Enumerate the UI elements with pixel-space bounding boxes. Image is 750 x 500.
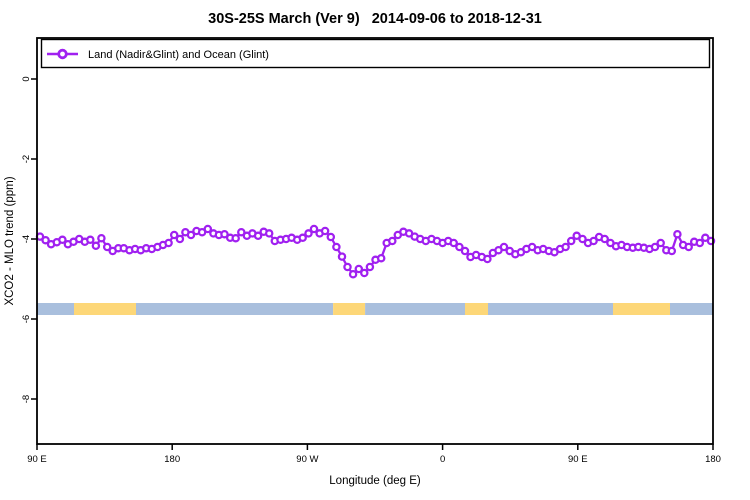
data-point	[326, 232, 336, 242]
data-point	[376, 253, 386, 263]
data-point	[253, 231, 263, 241]
data-point	[600, 234, 609, 244]
data-point	[231, 233, 240, 243]
data-point	[91, 241, 101, 251]
y-tick-label: 0	[21, 76, 32, 81]
data-point	[455, 242, 464, 252]
data-point	[673, 229, 682, 239]
legend-label: Land (Nadir&Glint) and Ocean (Glint)	[88, 49, 269, 61]
data-point	[483, 254, 492, 264]
x-tick-label: 90 E	[27, 454, 47, 465]
x-tick-label: 180	[164, 454, 180, 465]
data-point	[578, 234, 587, 244]
y-tick-label: -6	[21, 315, 32, 323]
data-point	[650, 242, 660, 252]
data-point	[589, 236, 598, 246]
data-point	[561, 242, 570, 252]
data-point	[186, 230, 196, 240]
data-point	[449, 238, 458, 248]
band-segment-ocean	[670, 303, 713, 315]
data-point	[102, 242, 112, 252]
y-tick-label: -4	[21, 235, 32, 243]
x-tick-label: 180	[705, 454, 721, 465]
data-point	[388, 236, 397, 246]
data-point	[309, 224, 319, 234]
data-point	[175, 234, 185, 244]
y-tick-label: -8	[21, 395, 32, 403]
x-tick-label: 90 E	[568, 454, 588, 465]
data-point	[264, 229, 274, 238]
data-point	[365, 262, 375, 272]
plot-border	[36, 37, 714, 445]
legend: Land (Nadir&Glint) and Ocean (Glint)	[40, 38, 711, 69]
data-point	[203, 224, 213, 234]
band-segment-ocean	[136, 303, 334, 315]
data-point	[320, 226, 330, 236]
data-point	[298, 233, 307, 243]
data-point	[684, 242, 693, 252]
data-point	[354, 264, 364, 274]
chart-title: 30S-25S March (Ver 9) 2014-09-06 to 2018…	[208, 11, 542, 27]
data-point	[348, 269, 358, 279]
band-segment-ocean	[488, 303, 613, 315]
x-axis-ticks: 90 E 180 90 W 0 90 E 180	[27, 444, 721, 465]
data-point	[656, 238, 665, 248]
data-series	[35, 224, 716, 279]
band-segment-land	[333, 303, 366, 315]
band-segment-land	[613, 303, 671, 315]
data-point	[343, 262, 352, 272]
band-segment-ocean	[365, 303, 465, 315]
x-axis-title: Longitude (deg E)	[329, 475, 421, 487]
data-point	[667, 246, 677, 256]
data-point	[566, 236, 576, 246]
y-tick-label: -2	[21, 155, 32, 163]
data-point	[237, 227, 246, 237]
legend-box	[40, 38, 711, 69]
data-point	[360, 268, 369, 278]
band-segment-land	[74, 303, 136, 315]
band-segment-ocean	[37, 303, 74, 315]
data-point	[164, 238, 173, 248]
x-tick-label: 90 W	[296, 454, 318, 465]
data-point	[460, 246, 470, 256]
data-point	[86, 235, 95, 245]
data-point	[58, 235, 67, 245]
data-point	[332, 242, 341, 252]
data-point	[169, 230, 179, 240]
y-axis-title: XCO2 - MLO trend (ppm)	[4, 176, 16, 305]
legend-marker-icon	[57, 48, 68, 60]
y-axis-ticks: 0 -2 -4 -6 -8	[21, 76, 37, 403]
x-tick-label: 0	[440, 454, 445, 465]
data-point	[97, 233, 106, 243]
data-point	[337, 252, 347, 261]
data-point	[41, 235, 50, 245]
data-point	[220, 229, 229, 239]
data-point	[499, 242, 509, 252]
data-point	[695, 238, 705, 248]
land-ocean-band	[37, 303, 713, 315]
data-point	[304, 229, 313, 238]
band-segment-land	[465, 303, 488, 315]
